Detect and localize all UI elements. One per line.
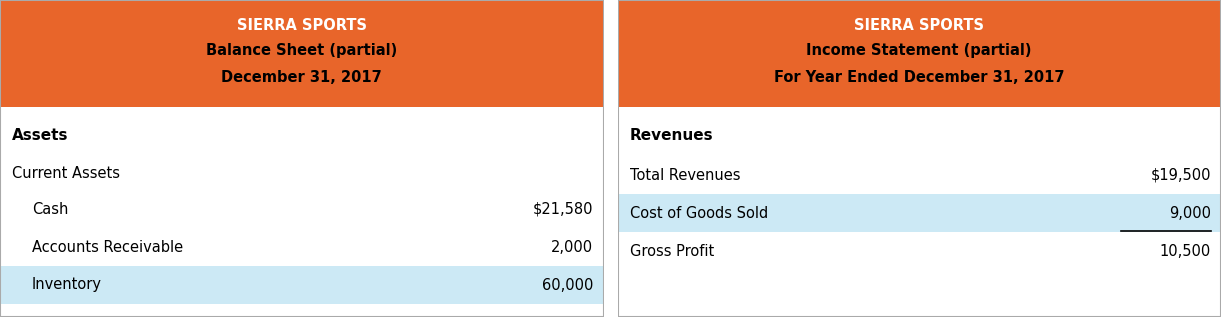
Bar: [618, 194, 1221, 232]
Text: $21,580: $21,580: [534, 202, 593, 217]
Text: Balance Sheet (partial): Balance Sheet (partial): [206, 43, 397, 58]
Text: $19,500: $19,500: [1150, 167, 1211, 183]
Text: Accounts Receivable: Accounts Receivable: [32, 240, 183, 255]
Text: 9,000: 9,000: [1168, 205, 1211, 221]
Text: For Year Ended December 31, 2017: For Year Ended December 31, 2017: [774, 70, 1065, 85]
Text: Revenues: Revenues: [630, 127, 713, 143]
Text: SIERRA SPORTS: SIERRA SPORTS: [855, 18, 984, 33]
Text: Gross Profit: Gross Profit: [630, 243, 714, 258]
Text: Inventory: Inventory: [32, 277, 103, 293]
Text: Current Assets: Current Assets: [12, 165, 120, 180]
Text: 10,500: 10,500: [1160, 243, 1211, 258]
Bar: [0, 266, 603, 304]
Text: Income Statement (partial): Income Statement (partial): [807, 43, 1032, 58]
Text: Total Revenues: Total Revenues: [630, 167, 740, 183]
Text: 2,000: 2,000: [552, 240, 593, 255]
Text: Assets: Assets: [12, 127, 68, 143]
Text: December 31, 2017: December 31, 2017: [221, 70, 382, 85]
Text: Cost of Goods Sold: Cost of Goods Sold: [630, 205, 768, 221]
Text: SIERRA SPORTS: SIERRA SPORTS: [237, 18, 366, 33]
Text: Cash: Cash: [32, 202, 68, 217]
Text: 60,000: 60,000: [542, 277, 593, 293]
Bar: [0, 0, 603, 107]
Bar: [618, 0, 1221, 107]
